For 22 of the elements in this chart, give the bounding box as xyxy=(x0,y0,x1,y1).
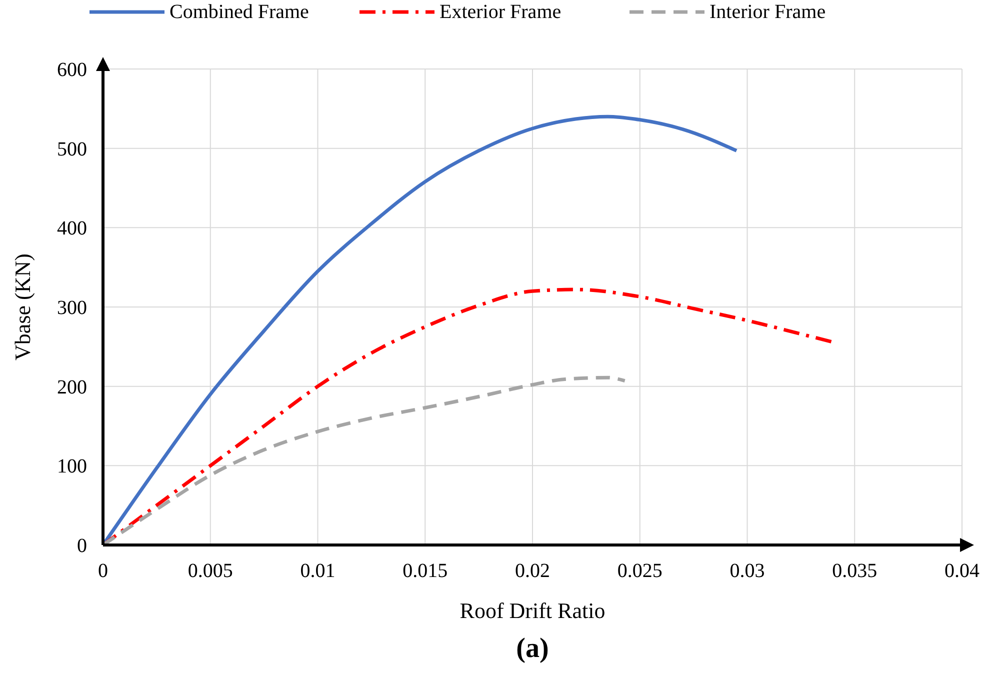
x-tick-label: 0.035 xyxy=(832,560,878,582)
y-tick-label: 500 xyxy=(57,138,87,160)
x-tick-label: 0.02 xyxy=(515,560,550,582)
y-axis-title: Vbase (KN) xyxy=(10,254,35,360)
x-tick-label: 0.04 xyxy=(944,560,980,582)
y-tick-label: 600 xyxy=(57,59,87,81)
x-axis-title: Roof Drift Ratio xyxy=(460,598,606,623)
y-tick-label: 200 xyxy=(57,376,87,398)
x-tick-label: 0.03 xyxy=(730,560,765,582)
y-tick-label: 100 xyxy=(57,456,87,478)
legend-label: Interior Frame xyxy=(710,1,826,23)
x-tick-label: 0.015 xyxy=(402,560,448,582)
x-tick-label: 0.005 xyxy=(188,560,233,582)
y-tick-label: 400 xyxy=(57,218,87,240)
y-tick-label: 0 xyxy=(77,535,87,557)
legend-label: Combined Frame xyxy=(170,1,310,23)
x-tick-label: 0 xyxy=(98,560,108,582)
x-tick-label: 0.025 xyxy=(617,560,662,582)
y-tick-label: 300 xyxy=(57,297,87,319)
text: (a) xyxy=(516,633,549,664)
legend-label: Exterior Frame xyxy=(440,1,562,23)
x-tick-label: 0.01 xyxy=(300,560,336,582)
